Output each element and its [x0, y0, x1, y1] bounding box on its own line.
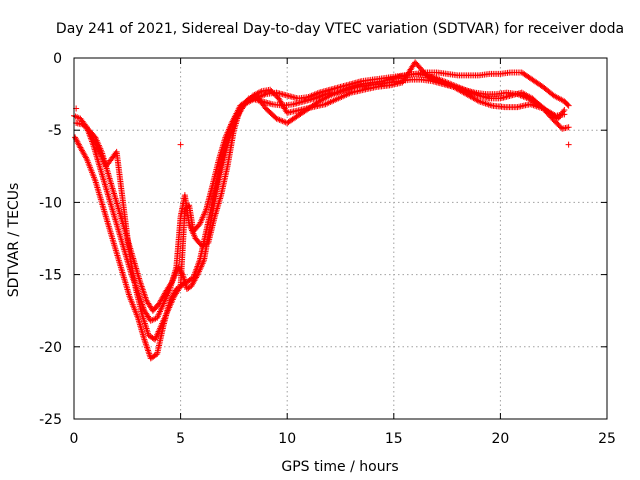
y-tick-label: -10 — [39, 195, 62, 211]
data-point — [564, 101, 571, 108]
data-point — [565, 124, 572, 131]
x-tick-label: 25 — [598, 431, 616, 447]
data-point — [565, 102, 572, 109]
data-point — [250, 92, 257, 99]
data-point — [252, 91, 259, 98]
data-point — [95, 147, 102, 154]
data-point — [193, 273, 200, 280]
y-tick-label: -15 — [39, 268, 62, 284]
axis-ticks — [73, 57, 608, 420]
grid — [74, 58, 607, 419]
y-tick-label: -25 — [39, 412, 62, 428]
y-tick-label: 0 — [53, 51, 62, 67]
y-axis-label: SDTVAR / TECUs — [6, 183, 22, 298]
data-point — [150, 316, 157, 323]
chart-title: Day 241 of 2021, Sidereal Day-to-day VTE… — [56, 21, 624, 37]
data-point — [141, 338, 148, 345]
data-point — [93, 143, 100, 150]
data-point — [144, 345, 151, 352]
data-point — [142, 341, 149, 348]
data-point — [255, 89, 262, 96]
data-point — [142, 339, 149, 346]
data-point — [74, 114, 81, 121]
data-point — [145, 349, 152, 356]
series-outliers — [73, 105, 572, 148]
data-point — [146, 350, 153, 357]
series-track-a — [72, 76, 568, 362]
data-point — [558, 124, 565, 131]
x-tick-label: 0 — [70, 431, 79, 447]
data-point — [254, 90, 261, 97]
x-axis-label: GPS time / hours — [281, 459, 398, 475]
x-tick-labels: 0 5 10 15 20 25 — [70, 431, 616, 447]
data-point — [145, 347, 152, 354]
data-point — [143, 342, 150, 349]
y-tick-label: -5 — [48, 123, 62, 139]
data-point — [92, 140, 99, 147]
data-points — [71, 59, 572, 362]
data-point — [95, 145, 102, 152]
data-point — [91, 138, 98, 145]
data-point — [90, 137, 97, 144]
data-point — [251, 91, 258, 98]
x-tick-label: 20 — [491, 431, 509, 447]
y-tick-labels: 0 -5 -10 -15 -20 -25 — [39, 51, 62, 428]
data-point — [93, 141, 100, 148]
data-point — [561, 111, 568, 118]
data-point — [257, 88, 264, 95]
data-point — [90, 135, 97, 142]
y-tick-label: -20 — [39, 340, 62, 356]
plot-frame — [73, 57, 608, 420]
data-point — [560, 108, 567, 115]
data-point — [176, 284, 183, 291]
data-point — [565, 141, 572, 148]
x-tick-label: 5 — [176, 431, 185, 447]
data-point — [144, 344, 151, 351]
data-point — [94, 144, 101, 151]
data-point — [177, 141, 184, 148]
x-tick-label: 15 — [385, 431, 403, 447]
series-track-d — [83, 59, 568, 343]
data-point — [82, 154, 89, 161]
x-tick-label: 10 — [278, 431, 296, 447]
data-point — [168, 280, 175, 287]
data-point — [474, 97, 481, 104]
